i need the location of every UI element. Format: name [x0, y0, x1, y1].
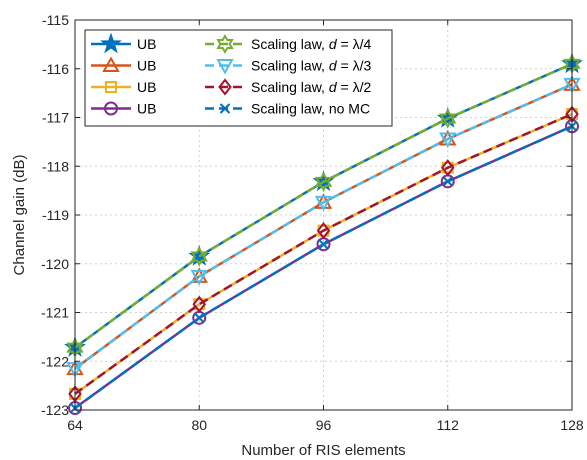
data-point [442, 176, 453, 187]
y-tick-label: -121 [41, 305, 69, 321]
legend-marker [105, 81, 117, 93]
series-lines [64, 52, 583, 416]
series-line [74, 112, 573, 395]
data-point [440, 159, 455, 177]
legend-label: UB [137, 79, 156, 95]
y-tick-label: -123 [41, 402, 69, 418]
legend-box [84, 29, 393, 127]
legend-marker [218, 78, 232, 96]
series-line [74, 83, 573, 370]
data-point [439, 108, 457, 129]
y-tick-label: -122 [41, 353, 69, 369]
legend-marker [102, 56, 120, 72]
data-point [194, 312, 205, 324]
x-tick-label: 80 [191, 417, 207, 433]
x-stroke [194, 312, 205, 324]
y-axis-label: Channel gain (dB) [11, 155, 28, 276]
y-tick-label: -118 [42, 158, 69, 174]
legend-label: Scaling law, d = λ/3 [251, 58, 371, 74]
series-4 [68, 119, 579, 416]
legend-label: UB [137, 36, 156, 52]
series-8 [69, 121, 578, 414]
data-point [439, 132, 457, 148]
axes: 64 80 96 112 128 -123 -122 -121 -120 -119 -118 -117… [41, 12, 584, 433]
series-6 [66, 77, 581, 378]
x-stroke [442, 176, 453, 187]
legend-entry: Scaling law, d = λ/3 [205, 58, 371, 75]
legend-entry: UB [91, 79, 156, 95]
y-tick-label: -115 [42, 12, 69, 28]
data-point [192, 295, 207, 313]
x-tick-label: 128 [560, 417, 584, 433]
legend-marker [216, 59, 234, 75]
legend-label: Scaling law, no MC [251, 101, 370, 117]
x-stroke [318, 239, 329, 250]
legend-entry: UB [91, 32, 156, 54]
x-axis-label: Number of RIS elements [241, 442, 405, 459]
x-tick-label: 64 [67, 417, 83, 433]
x-stroke [219, 103, 231, 114]
legend: UB Scaling law, d = λ/4 UB Scaling law, d =… [84, 29, 393, 127]
legend-entry: UB [91, 56, 156, 74]
y-tick-label: -120 [41, 256, 69, 272]
data-point [314, 195, 333, 212]
legend-entry: UB [91, 101, 156, 117]
y-tick-label: -119 [42, 207, 69, 223]
legend-label: UB [137, 58, 156, 74]
legend-label: Scaling law, d = λ/4 [251, 36, 371, 52]
data-point [190, 246, 208, 267]
legend-marker [216, 33, 234, 55]
legend-marker [100, 32, 122, 54]
legend-label: Scaling law, d = λ/2 [251, 79, 371, 95]
x-tick-label: 112 [437, 417, 460, 433]
y-tick-label: -116 [42, 61, 69, 77]
y-tick-label: -117 [42, 110, 69, 126]
legend-entry: Scaling law, no MC [205, 101, 370, 117]
legend-label: UB [137, 101, 156, 117]
legend-marker [104, 101, 118, 116]
x-tick-label: 96 [316, 417, 332, 433]
legend-entry: Scaling law, d = λ/4 [205, 33, 371, 55]
legend-entry: Scaling law, d = λ/2 [205, 78, 371, 96]
legend-marker [219, 103, 231, 114]
data-point [316, 221, 331, 240]
data-point [190, 269, 208, 286]
series-line [74, 62, 573, 349]
data-point [318, 239, 329, 250]
data-point [314, 171, 333, 192]
